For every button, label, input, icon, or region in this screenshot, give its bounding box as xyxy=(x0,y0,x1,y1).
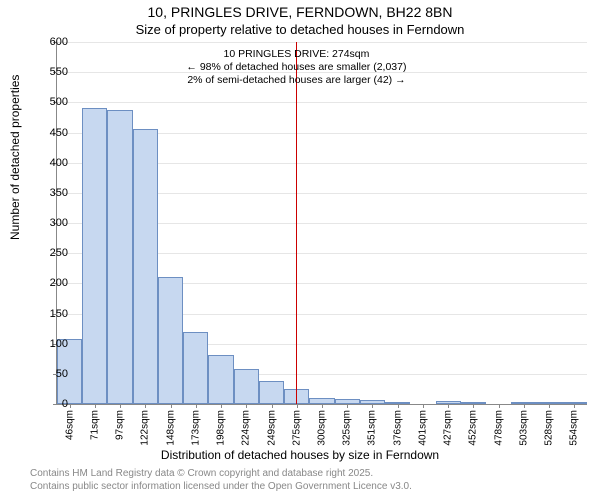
x-tick-mark xyxy=(95,404,96,408)
x-tick-mark xyxy=(70,404,71,408)
plot-area: 46sqm71sqm97sqm122sqm148sqm173sqm198sqm2… xyxy=(56,42,587,405)
y-tick-label: 400 xyxy=(28,157,68,169)
footer-line2: Contains public sector information licen… xyxy=(30,481,412,494)
x-tick-label: 224sqm xyxy=(241,410,252,446)
histogram-bar xyxy=(234,369,259,404)
y-tick-label: 450 xyxy=(28,127,68,139)
x-tick-mark xyxy=(473,404,474,408)
x-tick-label: 122sqm xyxy=(140,410,151,446)
y-tick-label: 250 xyxy=(28,247,68,259)
y-tick-label: 500 xyxy=(28,96,68,108)
y-axis-label: Number of detached properties xyxy=(8,75,22,240)
reference-line xyxy=(296,42,297,404)
x-tick-label: 300sqm xyxy=(317,410,328,446)
y-tick-label: 350 xyxy=(28,187,68,199)
y-tick-label: 50 xyxy=(28,368,68,380)
x-tick-label: 401sqm xyxy=(417,410,428,446)
x-tick-mark xyxy=(398,404,399,408)
x-tick-label: 71sqm xyxy=(89,410,100,440)
x-tick-label: 249sqm xyxy=(266,410,277,446)
x-tick-label: 376sqm xyxy=(392,410,403,446)
x-tick-mark xyxy=(549,404,550,408)
x-tick-mark xyxy=(574,404,575,408)
x-tick-label: 427sqm xyxy=(443,410,454,446)
x-tick-mark xyxy=(448,404,449,408)
histogram-bar xyxy=(259,381,284,404)
attribution-footer: Contains HM Land Registry data © Crown c… xyxy=(30,468,412,493)
histogram-bar xyxy=(208,355,233,404)
x-tick-mark xyxy=(221,404,222,408)
y-tick-label: 300 xyxy=(28,217,68,229)
x-tick-mark xyxy=(423,404,424,408)
x-tick-label: 503sqm xyxy=(518,410,529,446)
x-tick-label: 325sqm xyxy=(342,410,353,446)
chart-title-line1: 10, PRINGLES DRIVE, FERNDOWN, BH22 8BN xyxy=(0,4,600,20)
x-tick-mark xyxy=(372,404,373,408)
histogram-bar xyxy=(82,108,107,404)
y-tick-label: 0 xyxy=(28,398,68,410)
x-tick-mark xyxy=(120,404,121,408)
x-tick-mark xyxy=(196,404,197,408)
gridline xyxy=(57,102,587,103)
y-tick-label: 600 xyxy=(28,36,68,48)
x-tick-mark xyxy=(145,404,146,408)
x-tick-label: 478sqm xyxy=(493,410,504,446)
y-tick-label: 550 xyxy=(28,66,68,78)
y-tick-label: 150 xyxy=(28,308,68,320)
x-tick-mark xyxy=(322,404,323,408)
x-tick-mark xyxy=(499,404,500,408)
histogram-bar xyxy=(107,110,132,404)
x-tick-label: 198sqm xyxy=(216,410,227,446)
x-tick-label: 554sqm xyxy=(569,410,580,446)
x-tick-label: 452sqm xyxy=(468,410,479,446)
y-tick-label: 200 xyxy=(28,277,68,289)
histogram-bar xyxy=(183,332,208,404)
histogram-bar xyxy=(133,129,158,404)
x-tick-label: 148sqm xyxy=(165,410,176,446)
property-size-histogram: 10, PRINGLES DRIVE, FERNDOWN, BH22 8BN S… xyxy=(0,0,600,500)
footer-line1: Contains HM Land Registry data © Crown c… xyxy=(30,468,412,481)
x-tick-label: 351sqm xyxy=(367,410,378,446)
x-tick-label: 528sqm xyxy=(544,410,555,446)
histogram-bar xyxy=(158,277,183,404)
x-tick-label: 46sqm xyxy=(64,410,75,440)
x-tick-mark xyxy=(246,404,247,408)
gridline xyxy=(57,42,587,43)
x-tick-mark xyxy=(171,404,172,408)
x-tick-label: 97sqm xyxy=(115,410,126,440)
x-tick-mark xyxy=(297,404,298,408)
x-tick-label: 275sqm xyxy=(291,410,302,446)
x-tick-mark xyxy=(524,404,525,408)
x-tick-mark xyxy=(272,404,273,408)
gridline xyxy=(57,72,587,73)
x-tick-label: 173sqm xyxy=(190,410,201,446)
chart-title-line2: Size of property relative to detached ho… xyxy=(0,22,600,37)
x-tick-mark xyxy=(347,404,348,408)
x-axis-label: Distribution of detached houses by size … xyxy=(0,448,600,462)
y-tick-label: 100 xyxy=(28,338,68,350)
